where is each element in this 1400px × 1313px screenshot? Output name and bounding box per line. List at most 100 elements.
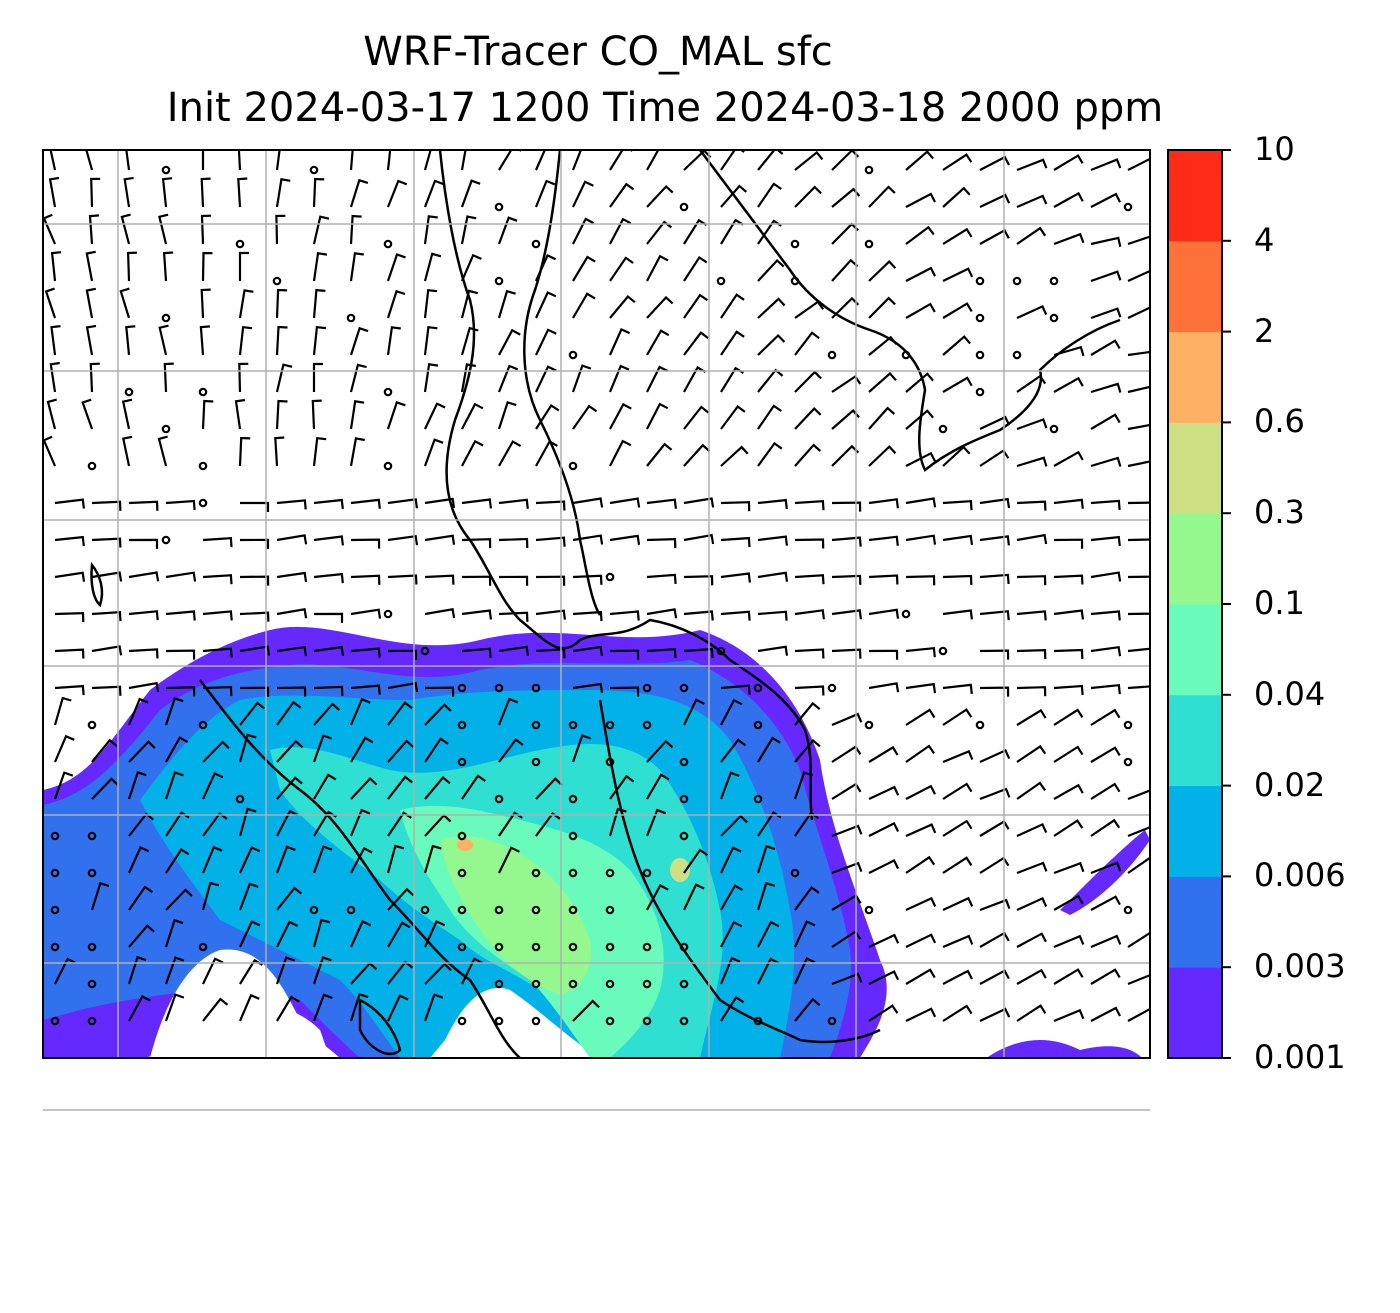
calm-wind-circle: [679, 942, 689, 952]
contour-0.1: [440, 836, 591, 995]
wind-barb: [905, 372, 934, 393]
wind-barb: [91, 777, 119, 800]
wind-barb: [128, 885, 154, 911]
wind-barb: [1053, 745, 1084, 763]
wind-barb: [646, 773, 670, 800]
wind-barb: [276, 686, 307, 697]
wind-barb: [1127, 235, 1150, 246]
calm-wind-circle: [457, 1016, 467, 1026]
wind-barb: [609, 256, 634, 282]
calm-wind-circle: [642, 979, 652, 989]
wind-barb: [757, 957, 780, 985]
calm-wind-circle: [198, 720, 208, 730]
wind-barb: [121, 435, 133, 467]
calm-wind-circle: [605, 905, 615, 915]
calm-wind-circle: [938, 424, 948, 434]
wind-barb: [572, 217, 595, 245]
wind-barb: [794, 885, 820, 911]
wind-barb: [312, 956, 332, 985]
wind-barb: [757, 571, 789, 582]
wind-barb: [202, 647, 233, 658]
wind-barb: [239, 686, 270, 697]
wind-barb: [312, 734, 333, 763]
wind-barb: [1090, 307, 1122, 320]
wind-barb: [646, 739, 674, 763]
wind-barb: [942, 934, 974, 949]
calm-wind-circle: [420, 905, 430, 915]
wind-barb: [1016, 781, 1046, 800]
wind-barb: [44, 287, 57, 319]
wind-barb: [1053, 894, 1084, 911]
wind-barb: [572, 645, 604, 657]
wind-barb: [119, 287, 131, 319]
wind-barb: [942, 534, 974, 546]
wind-barb: [1090, 782, 1121, 800]
map-gridlines: [43, 150, 1150, 1111]
wind-barb: [312, 362, 323, 392]
wind-barb: [313, 572, 344, 584]
wind-barb: [608, 327, 631, 356]
colorbar-block-5: [1168, 513, 1222, 605]
wind-barb: [645, 808, 667, 837]
calm-wind-circle: [716, 276, 726, 286]
colorbar-tick-label: 0.3: [1254, 493, 1305, 532]
wind-barb: [1016, 158, 1048, 172]
clean-air-region-2: [250, 1006, 330, 1058]
wind-barb: [720, 738, 746, 763]
wind-barb: [683, 255, 708, 282]
calm-wind-circle: [864, 165, 874, 175]
wind-barb: [424, 962, 452, 985]
wind-barb: [1053, 1008, 1085, 1023]
calm-wind-circle: [309, 165, 319, 175]
wind-barb: [48, 176, 60, 208]
wind-barb: [387, 994, 409, 1022]
wind-barb: [157, 435, 168, 467]
wind-barb: [683, 331, 709, 356]
colorbar-tick-label: 0.003: [1254, 947, 1346, 986]
wind-barb: [720, 293, 745, 319]
calm-wind-circle: [272, 276, 282, 286]
calm-wind-circle: [938, 646, 948, 656]
calm-wind-circle: [1049, 276, 1059, 286]
wind-barb: [125, 150, 131, 171]
wind-barb: [423, 215, 438, 245]
wind-barb: [868, 785, 900, 800]
wind-barb: [905, 896, 937, 911]
wind-barb: [81, 398, 94, 430]
calm-wind-circle: [864, 239, 874, 249]
wind-barb: [276, 886, 303, 911]
wind-barb: [646, 573, 677, 584]
calm-wind-circle: [198, 387, 208, 397]
wind-barb: [424, 703, 452, 726]
wind-barb: [238, 733, 257, 763]
wind-barb: [720, 218, 744, 245]
wind-barb: [1090, 339, 1121, 356]
wind-barb: [312, 845, 333, 874]
wind-barb: [165, 686, 196, 697]
wind-barb: [572, 180, 594, 208]
wind-barb: [905, 1007, 937, 1022]
calm-wind-circle: [457, 683, 467, 693]
wind-barb: [794, 370, 822, 393]
colorbar-block-8: [1168, 240, 1222, 333]
wind-barb: [609, 497, 641, 508]
calm-wind-circle: [1049, 313, 1059, 323]
wind-barb: [868, 933, 900, 948]
calm-wind-circle: [531, 1016, 541, 1026]
wind-barb: [54, 957, 77, 985]
wind-barb: [720, 572, 751, 583]
wind-barb: [535, 439, 558, 467]
wind-barb: [158, 213, 169, 245]
wind-barb: [350, 498, 381, 509]
wind-barb: [53, 734, 75, 763]
wind-barb: [120, 213, 131, 245]
calm-wind-circle: [753, 683, 763, 693]
colorbar-blocks: [1168, 150, 1222, 1059]
wind-barb: [757, 150, 784, 171]
wind-barb: [720, 501, 751, 512]
calm-wind-circle: [457, 942, 467, 952]
wind-barb: [683, 443, 711, 467]
calm-wind-circle: [309, 905, 319, 915]
wind-barb: [460, 253, 482, 282]
calm-wind-circle: [198, 461, 208, 471]
